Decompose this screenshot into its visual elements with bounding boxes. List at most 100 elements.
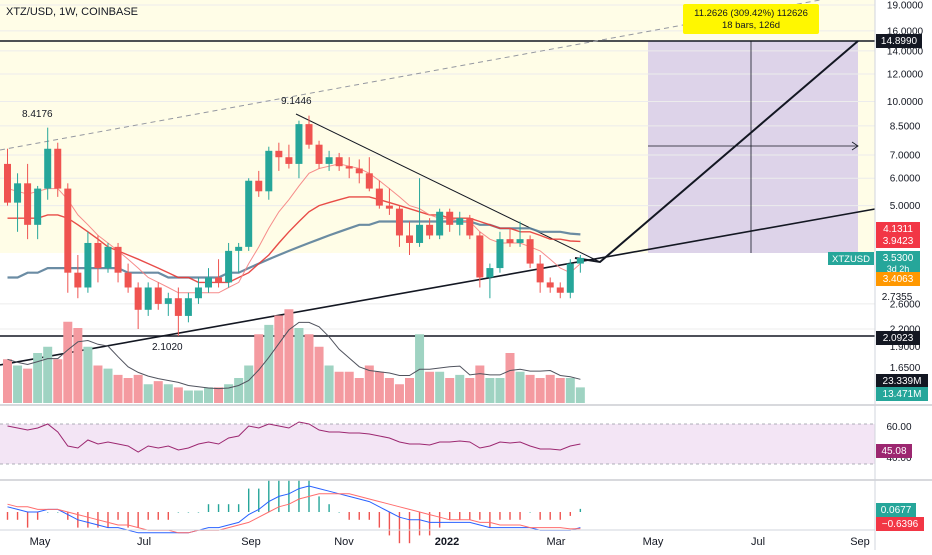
candle-body (124, 272, 132, 288)
macd-histogram-bar (569, 512, 571, 516)
high-label: 8.4176 (22, 109, 53, 120)
price-tick-label: 7.0000 (890, 151, 921, 162)
candle-body (44, 148, 52, 189)
candle-body (325, 157, 333, 164)
tooltip-line-1: 11.2626 (309.42%) 112626 (694, 8, 808, 19)
candle-body (315, 144, 323, 164)
price-tick-label: 12.0000 (887, 70, 924, 81)
badge-current-symbol[interactable]: XTZUSD (828, 252, 874, 265)
volume-bar (354, 378, 364, 403)
volume-bar (515, 371, 525, 403)
svg-text:14.8990: 14.8990 (881, 36, 918, 47)
volume-bar (374, 371, 384, 403)
volume-bar (63, 321, 73, 403)
macd-histogram-bar (127, 512, 129, 528)
volume-bar (324, 365, 334, 403)
macd-histogram-bar (36, 512, 39, 520)
projection-arrow (851, 141, 859, 151)
volume-bar (575, 387, 585, 403)
ma-fast-line (7, 163, 581, 294)
time-axis-label: Mar (547, 536, 566, 548)
volume-bar (183, 390, 193, 403)
volume-bar (394, 384, 404, 403)
volume-bar (294, 328, 304, 403)
candle-body (345, 166, 353, 169)
macd-histogram-bar (539, 512, 541, 520)
candle-body (114, 246, 122, 273)
projection-box[interactable] (648, 41, 858, 253)
volume-bar (505, 353, 515, 403)
volume-bar (33, 353, 43, 403)
candle-body (14, 183, 22, 203)
descending-trendline (295, 113, 601, 263)
macd-histogram-bar (157, 512, 159, 520)
badge-macd-signal[interactable]: −0.6396 (876, 517, 924, 531)
badge-ma-fast[interactable]: 3.4063 (876, 272, 920, 286)
macd-histogram-bar (258, 488, 260, 512)
badge-macd[interactable]: 0.0677 (876, 503, 916, 517)
candle-body (426, 224, 434, 236)
candle-body (225, 250, 233, 283)
candle-body (74, 272, 82, 288)
candle-body (406, 235, 413, 243)
volume-bar (3, 359, 12, 403)
ma-mid-line (7, 196, 581, 284)
candle-body (375, 188, 383, 206)
volume-bar (565, 378, 575, 403)
volume-bar (43, 346, 53, 403)
macd-histogram-bar (47, 512, 49, 513)
badge-volume-ma[interactable]: 23.339M (876, 374, 928, 388)
badge-ma-mid[interactable]: 3.9423 (876, 234, 920, 248)
price-tick-label: 10.0000 (887, 97, 924, 108)
volume-bar (535, 378, 545, 403)
macd-histogram-bar (248, 488, 250, 512)
price-tick-label: 16.0000 (887, 26, 924, 37)
candle-body (285, 157, 293, 164)
macd-histogram-bar (288, 480, 290, 512)
badge-horizontal-bottom[interactable]: 2.0923 (876, 331, 920, 345)
svg-text:0.0677: 0.0677 (881, 505, 912, 516)
volume-bar (425, 371, 435, 403)
candle-body (516, 239, 524, 243)
candle-body (235, 246, 243, 251)
price-tick-label: 14.0000 (887, 46, 924, 57)
macd-histogram-bar (227, 504, 230, 512)
candle-body (54, 148, 62, 189)
volume-bar (193, 390, 203, 403)
candle-body (265, 150, 273, 192)
volume-bar (214, 387, 224, 403)
measure-tooltip[interactable]: 11.2626 (309.42%) 112626 18 bars, 126d (683, 4, 819, 34)
macd-histogram-bar (509, 512, 511, 520)
candle-body (205, 277, 212, 288)
svg-text:3.9423: 3.9423 (883, 236, 914, 247)
candle-body (64, 188, 72, 273)
volume-bar (224, 384, 234, 403)
candle-body (134, 287, 142, 310)
badge-rsi[interactable]: 45.08 (876, 444, 912, 458)
volume-bar (173, 387, 183, 403)
candle-body (174, 298, 182, 316)
badge-current-price[interactable]: 3.5300 3d 2h (876, 251, 920, 276)
rsi-band (0, 424, 875, 464)
candle-body (275, 150, 283, 158)
volume-bar (93, 365, 103, 403)
badge-horizontal-top[interactable]: 14.8990 (876, 34, 922, 48)
volume-bar (435, 371, 445, 403)
macd-histogram-bar (87, 512, 89, 528)
macd-histogram-bar (16, 512, 19, 520)
candle-body (144, 287, 152, 310)
candle-body (365, 173, 373, 189)
low-label: 2.1020 (152, 342, 183, 353)
candle-body (416, 224, 424, 243)
candle-body (556, 287, 564, 293)
badge-ma-slow[interactable]: 4.1311 (876, 222, 920, 236)
candle-body (4, 163, 11, 203)
badge-volume[interactable]: 13.471M (876, 387, 928, 401)
time-axis-label: May (30, 536, 51, 548)
svg-text:2.0923: 2.0923 (883, 333, 914, 344)
candle-body (506, 239, 514, 243)
macd-histogram-bar (57, 512, 59, 513)
macd-histogram-bar (177, 512, 180, 513)
